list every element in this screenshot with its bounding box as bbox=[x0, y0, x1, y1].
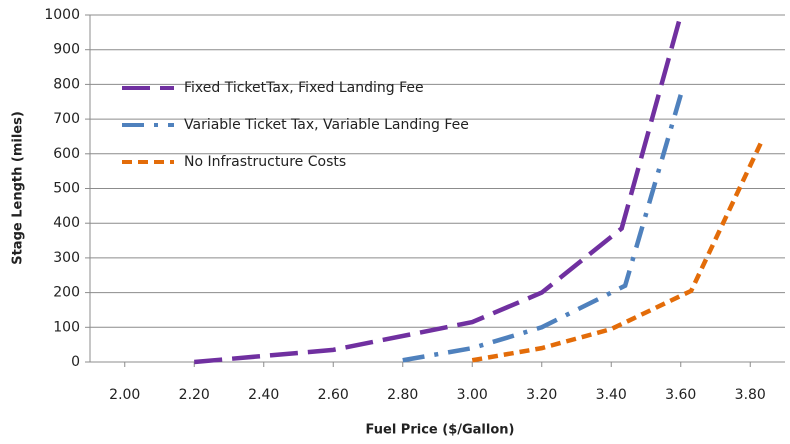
y-tick-label: 500 bbox=[53, 181, 80, 197]
y-tick-label: 1000 bbox=[44, 7, 80, 23]
plot-area bbox=[194, 14, 763, 365]
x-tick-label: 3.00 bbox=[457, 387, 488, 403]
y-tick-label: 800 bbox=[53, 76, 80, 92]
series-line bbox=[194, 14, 683, 365]
x-axis-title: Fuel Price ($/Gallon) bbox=[366, 423, 515, 438]
y-tick-label: 700 bbox=[53, 111, 80, 127]
y-tick-label: 0 bbox=[71, 354, 80, 370]
y-axis-title: Stage Length (miles) bbox=[11, 111, 26, 265]
y-tick-label: 900 bbox=[53, 42, 80, 58]
legend-label: No Infrastructure Costs bbox=[184, 154, 346, 170]
y-tick-label: 400 bbox=[53, 215, 80, 231]
x-tick-label: 2.60 bbox=[318, 387, 349, 403]
x-tick-label: 3.60 bbox=[665, 387, 696, 403]
series-line bbox=[402, 94, 683, 363]
y-tick-label: 100 bbox=[53, 319, 80, 335]
x-tick-label: 2.80 bbox=[387, 387, 418, 403]
x-tick-label: 3.80 bbox=[735, 387, 766, 403]
x-tick-label: 2.00 bbox=[109, 387, 140, 403]
y-tick-label: 600 bbox=[53, 146, 80, 162]
x-tick-label: 3.20 bbox=[526, 387, 557, 403]
x-tick-label: 3.40 bbox=[596, 387, 627, 403]
y-tick-label: 200 bbox=[53, 285, 80, 301]
x-tick-label: 2.20 bbox=[179, 387, 210, 403]
x-tick-label: 2.40 bbox=[248, 387, 279, 403]
legend-label: Variable Ticket Tax, Variable Landing Fe… bbox=[184, 117, 469, 133]
y-tick-label: 300 bbox=[53, 250, 80, 266]
legend-label: Fixed TicketTax, Fixed Landing Fee bbox=[184, 80, 424, 96]
